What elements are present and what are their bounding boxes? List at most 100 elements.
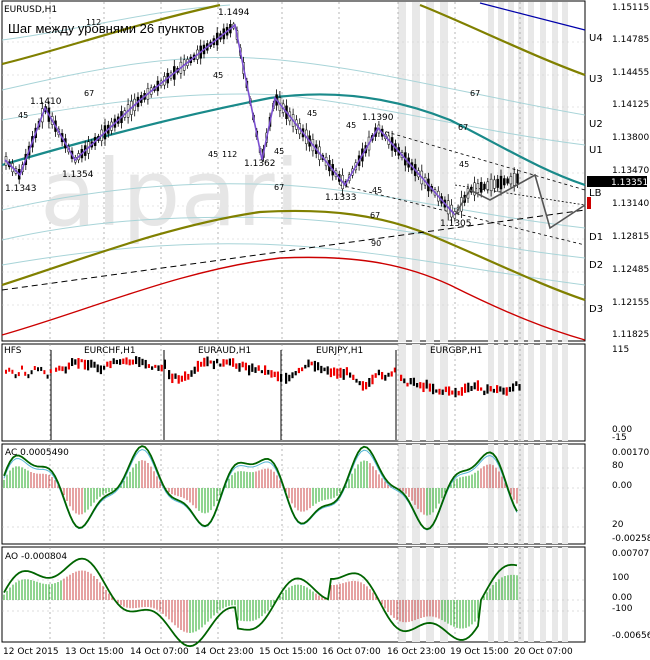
minichart-candle [358,381,361,386]
minichart-candle [307,359,310,368]
session-stripe [552,344,558,441]
minichart-candle [193,366,196,374]
minichart-candle [448,386,451,396]
session-stripe [508,344,514,441]
current-price: 1.13351 [611,178,648,188]
session-stripe [488,344,494,441]
panel2-label: HFS [4,346,22,356]
level-u3: U3 [589,74,603,85]
minichart-candle [115,359,118,365]
svg-text:112: 112 [222,150,237,159]
candle-body [489,178,493,191]
minichart-candle [144,359,147,369]
minichart-candle [24,371,27,376]
minichart-candle [251,363,254,372]
session-stripe [540,2,546,342]
minichart-candle [109,360,112,369]
svg-text:67: 67 [470,89,480,98]
minichart-candle [480,387,483,391]
point-label: 1.1354 [62,170,94,180]
svg-text:20: 20 [612,520,624,530]
minichart-candle [377,369,380,376]
ao-indicator-panel[interactable] [1,546,586,643]
minichart-candle [304,364,307,369]
wave-pattern [4,23,586,230]
session-stripe [540,344,546,441]
point-label: 1.1494 [218,8,250,18]
candle-body [493,179,496,189]
minichart-candle [297,367,300,374]
svg-text:45: 45 [307,109,317,118]
svg-text:1.13140: 1.13140 [612,199,649,209]
minichart-candle [329,368,332,378]
svg-text:45: 45 [372,186,382,195]
level-d3: D3 [589,304,603,315]
session-stripe [412,547,420,642]
minichart-candle [496,385,499,394]
minichart-candle [390,371,393,377]
channel-line-d3 [1,209,586,302]
svg-text:1.12485: 1.12485 [612,265,649,275]
minichart-candle [80,359,83,363]
minichart-candle [244,362,247,371]
minichart-candle [64,366,67,374]
svg-text:-15: -15 [612,433,627,443]
minichart-candle [241,361,244,368]
minichart-candle [209,360,212,364]
channel-line-u3 [419,3,586,77]
minichart-candle [168,370,171,380]
session-stripe [562,444,568,544]
minichart-candle [58,365,61,371]
minichart-candle [310,361,313,366]
ao-line [3,557,518,648]
session-stripe [518,2,524,342]
session-stripes [398,2,568,642]
session-stripe [498,444,504,544]
main-chart-panel[interactable] [1,0,586,342]
svg-text:0.00: 0.00 [612,425,632,435]
wave-line [4,23,456,216]
minichart-candle [301,367,304,372]
candle-body [512,173,516,186]
session-stripe [528,547,534,642]
ac-indicator-panel[interactable] [1,443,586,545]
minichart-candle [460,387,463,396]
minichart-candle [317,362,320,371]
level-labels: U4 U3 U2 U1 LB D1 D2 D3 [589,33,603,315]
minichart-candle [96,364,99,373]
minichart-candle [345,367,348,376]
minichart-candle [323,367,326,372]
minichart-candle [406,382,409,387]
minichart-candle [119,359,122,365]
svg-text:90: 90 [371,239,381,248]
trend-line [1,209,586,291]
candle-body [479,182,483,193]
channel-line [1,4,231,41]
minichart-candle [454,387,457,398]
minichart-candle [106,361,109,367]
minichart-candle [171,373,174,384]
minichart-candle [11,369,14,374]
svg-text:0.001703: 0.001703 [612,448,650,458]
session-stripe [518,444,524,544]
svg-text:-0.002580: -0.002580 [612,534,650,544]
candle-body [483,183,486,190]
session-stripe [562,344,568,441]
minichart-candle [368,377,371,387]
session-stripe [540,547,546,642]
svg-text:67: 67 [458,123,468,132]
minichart-candle [219,363,222,367]
minichart-candle [55,367,58,372]
point-label: 1.1362 [244,159,276,169]
minichart-candle [313,360,316,372]
minichart-candle [17,372,20,377]
point-label: 1.1333 [325,193,357,203]
minichart-candle [46,374,49,379]
minichart-candle [203,357,206,367]
ao-label: AO -0.000804 [5,552,67,562]
channel-line [1,56,586,116]
current-bar-marker [587,197,591,209]
minichart-candle [492,388,495,393]
svg-text:1.12815: 1.12815 [612,232,649,242]
